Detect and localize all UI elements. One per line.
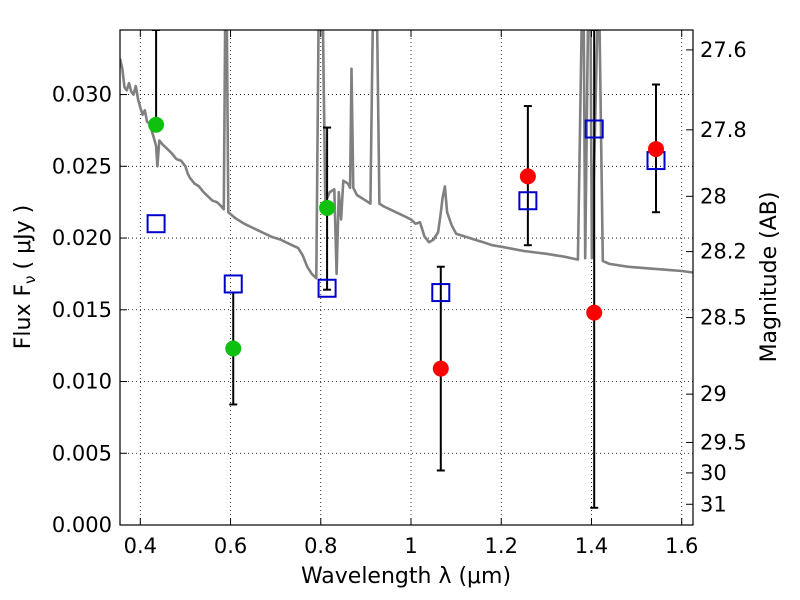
model-spectrum-line — [120, 30, 693, 280]
model-point-square — [223, 274, 243, 294]
observed-point-red — [648, 141, 665, 158]
y-tick-label: 0.025 — [52, 154, 112, 178]
x-tick-label: 1.6 — [665, 534, 698, 558]
y2-axis-label: Magnitude (AB) — [757, 192, 782, 363]
y2-tick-label: 27.8 — [700, 118, 747, 142]
y2-tick-label: 28 — [700, 184, 727, 208]
y-tick-label: 0.020 — [52, 226, 112, 250]
observed-point-green — [148, 116, 165, 133]
y-axis-ticks: 0.000 0.005 0.010 0.015 0.020 0.025 0.030 — [52, 83, 127, 537]
x-axis-label: Wavelength λ (μm) — [301, 564, 511, 589]
y-axis-label: Flux Fν ( μJy ) — [11, 205, 39, 349]
y-tick-label: 0.030 — [52, 83, 112, 107]
x-tick-label: 0.4 — [124, 534, 157, 558]
observed-point-green — [225, 340, 242, 357]
x-tick-label: 1.2 — [485, 534, 518, 558]
x-axis-ticks: 0.4 0.6 0.8 1 1.2 1.4 1.6 — [124, 30, 698, 558]
y-tick-label: 0.005 — [52, 441, 112, 465]
model-point-square — [518, 191, 538, 211]
plot-background — [120, 30, 693, 525]
y-tick-label: 0.010 — [52, 370, 112, 394]
model-point-square — [317, 278, 337, 298]
y-tick-label: 0.000 — [52, 513, 112, 537]
y-axis-label-main: Flux F — [11, 284, 36, 349]
grid — [120, 30, 693, 526]
plot-frame — [119, 29, 694, 526]
model-point-square — [431, 283, 451, 303]
y2-tick-label: 29.5 — [700, 430, 747, 454]
y2-tick-label: 28.5 — [700, 306, 747, 330]
y2-tick-label: 27.6 — [700, 38, 747, 62]
y2-axis-ticks: 27.6 27.8 28 28.2 28.5 29 29.5 30 31 — [686, 38, 747, 516]
x-tick-label: 0.8 — [304, 534, 337, 558]
y2-tick-label: 29 — [700, 382, 727, 406]
x-tick-label: 0.6 — [214, 534, 247, 558]
y-axis-label-unit: ( μJy ) — [11, 205, 36, 270]
y-axis-label-subscript: ν — [21, 275, 39, 283]
observed-point-red — [586, 304, 603, 321]
observed-point-red — [519, 168, 536, 185]
x-tick-label: 1.4 — [575, 534, 608, 558]
y2-tick-label: 28.2 — [700, 240, 747, 264]
model-photometry-squares — [146, 119, 666, 303]
observed-point-red — [432, 360, 449, 377]
y2-tick-label: 31 — [700, 492, 727, 516]
x-tick-label: 1 — [404, 534, 417, 558]
observed-photometry-points — [148, 116, 665, 377]
y2-tick-label: 30 — [700, 461, 727, 485]
observed-point-green — [319, 199, 336, 216]
y-tick-label: 0.015 — [52, 298, 112, 322]
model-point-square — [584, 119, 604, 139]
model-point-square — [146, 214, 166, 234]
